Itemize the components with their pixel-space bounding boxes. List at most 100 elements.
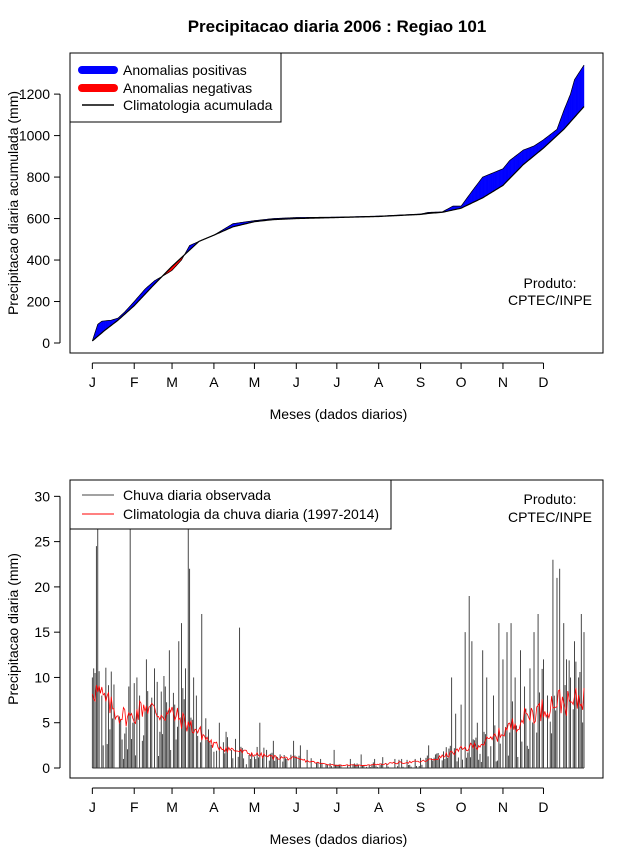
y-tick-label: 400 <box>27 252 51 268</box>
positive-anomaly <box>97 322 100 337</box>
y-tick-label: 200 <box>27 294 51 310</box>
positive-anomaly <box>509 159 512 179</box>
positive-anomaly <box>528 147 531 161</box>
positive-anomaly <box>512 156 514 177</box>
positive-anomaly <box>498 169 501 189</box>
observed-bars <box>91 525 585 768</box>
positive-anomaly <box>575 74 578 117</box>
positive-anomaly <box>486 174 489 196</box>
x-axis-label: Meses (dados diarios) <box>270 406 408 422</box>
x-tick-label: J <box>293 799 300 815</box>
positive-anomaly <box>566 100 568 127</box>
positive-anomaly <box>518 151 521 170</box>
positive-anomaly <box>502 166 505 186</box>
positive-anomaly <box>516 153 519 173</box>
legend: Chuva diaria observada Climatologia da ch… <box>69 479 392 530</box>
positive-anomaly <box>572 79 575 120</box>
positive-anomaly <box>490 172 493 194</box>
y-tick-label: 25 <box>34 534 50 550</box>
x-tick-label: N <box>498 374 508 390</box>
legend-box <box>69 479 392 530</box>
x-tick-label: J <box>333 799 340 815</box>
y-axis-label: Precipitacao diaria (mm) <box>5 553 21 705</box>
positive-anomaly <box>98 321 101 336</box>
x-tick-label: S <box>416 374 425 390</box>
x-tick-label: J <box>89 374 96 390</box>
annotation-line: CPTEC/INPE <box>508 292 592 308</box>
x-tick-label: O <box>456 374 467 390</box>
positive-anomaly <box>577 72 579 115</box>
positive-anomaly <box>517 152 520 171</box>
positive-anomaly <box>521 149 524 167</box>
positive-anomaly <box>527 147 529 162</box>
x-tick-label: A <box>209 799 219 815</box>
plot-frame <box>69 52 604 354</box>
legend-label: Climatologia acumulada <box>123 97 273 113</box>
positive-anomaly <box>481 176 483 199</box>
positive-anomaly <box>567 97 570 126</box>
positive-anomaly <box>531 146 533 159</box>
y-tick-label: 20 <box>34 579 50 595</box>
positive-anomaly <box>489 173 491 195</box>
positive-anomaly <box>582 64 585 109</box>
positive-anomaly <box>497 170 500 190</box>
y-tick-label: 0 <box>42 760 50 776</box>
positive-anomaly <box>487 174 490 195</box>
positive-anomaly <box>525 148 528 163</box>
x-tick-label: F <box>130 374 139 390</box>
x-tick-label: D <box>538 799 548 815</box>
x-tick-label: J <box>293 374 300 390</box>
legend-label: Anomalias negativas <box>123 80 252 96</box>
annotation-line: Produto: <box>524 275 577 291</box>
x-tick-label: M <box>166 799 178 815</box>
x-tick-label: A <box>209 374 219 390</box>
x-tick-label: A <box>374 799 384 815</box>
legend-label: Chuva diaria observada <box>123 487 271 503</box>
climatology-accumulated-line <box>91 106 585 342</box>
y-tick-label: 5 <box>42 715 50 731</box>
positive-anomaly <box>514 154 517 174</box>
positive-anomaly <box>485 175 487 197</box>
positive-anomaly <box>568 94 571 124</box>
climatology-daily-line <box>91 685 585 767</box>
annotation-line: CPTEC/INPE <box>508 509 592 525</box>
x-tick-label: O <box>456 799 467 815</box>
y-tick-label: 30 <box>34 488 50 504</box>
legend-label: Climatologia da chuva diaria (1997-2014) <box>123 506 379 522</box>
positive-anomaly <box>581 66 583 111</box>
y-tick-label: 1200 <box>19 86 50 102</box>
y-tick-label: 1000 <box>19 128 50 144</box>
positive-anomaly <box>493 171 496 192</box>
positive-anomaly <box>520 150 523 168</box>
x-tick-label: D <box>538 374 548 390</box>
positive-anomaly <box>501 168 504 187</box>
x-tick-label: F <box>130 799 139 815</box>
legend: Anomalias positivas Anomalias negativasCl… <box>69 52 282 123</box>
x-tick-label: S <box>416 799 425 815</box>
positive-anomaly <box>500 169 502 188</box>
positive-anomaly <box>494 171 497 191</box>
positive-anomaly <box>482 176 485 199</box>
x-tick-label: M <box>249 374 261 390</box>
x-tick-label: A <box>374 374 384 390</box>
positive-anomaly <box>475 183 478 202</box>
positive-anomaly <box>491 172 494 193</box>
positive-anomaly <box>579 68 582 112</box>
positive-anomaly <box>483 175 486 198</box>
legend-label: Anomalias positivas <box>123 62 247 78</box>
positive-anomaly <box>508 159 510 181</box>
y-tick-label: 15 <box>34 624 50 640</box>
y-axis-label: Precipitacao diaria acumulada (mm) <box>5 91 21 315</box>
positive-anomaly <box>479 178 482 200</box>
positive-anomaly <box>529 146 532 160</box>
y-tick-label: 0 <box>42 335 50 351</box>
chart-title: Precipitacao diaria 2006 : Regiao 101 <box>188 17 487 36</box>
positive-anomaly <box>524 148 527 164</box>
positive-anomaly <box>504 164 506 185</box>
x-tick-label: M <box>166 374 178 390</box>
y-tick-label: 800 <box>27 169 51 185</box>
positive-anomaly <box>513 155 516 175</box>
y-tick-label: 600 <box>27 211 51 227</box>
accumulated-panel: 0 200 400 600 800 1000 1200 J F M A M J J A S O N D Meses (… <box>5 52 604 422</box>
